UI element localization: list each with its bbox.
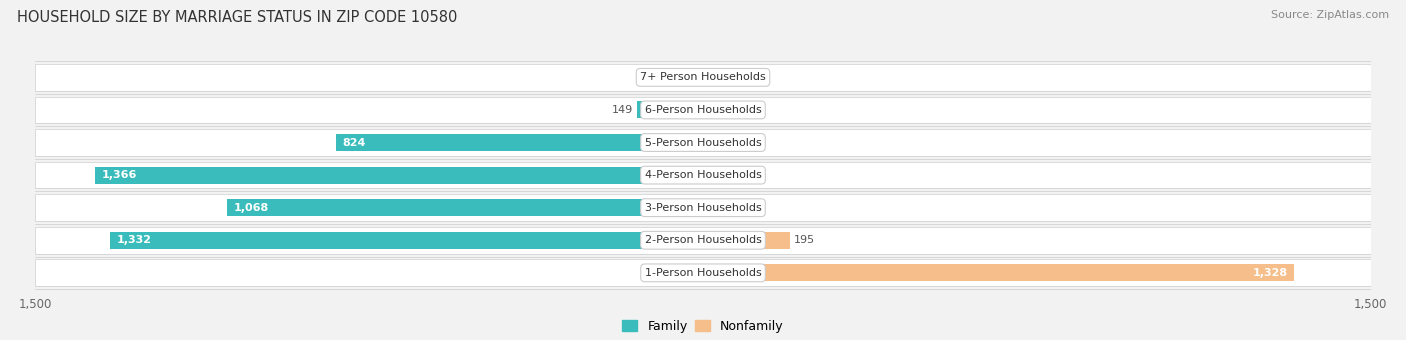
Text: 1,332: 1,332 (117, 235, 152, 245)
Text: 1,328: 1,328 (1253, 268, 1288, 278)
Bar (35, 259, 1371, 286)
Bar (703, 232, 790, 249)
Text: Source: ZipAtlas.com: Source: ZipAtlas.com (1271, 10, 1389, 20)
Text: 7+ Person Households: 7+ Person Households (640, 72, 766, 82)
Text: 0: 0 (707, 72, 714, 82)
Bar (35, 97, 1371, 123)
Text: 0: 0 (707, 105, 714, 115)
Bar (228, 199, 703, 216)
Text: 824: 824 (343, 137, 366, 148)
Bar (35, 129, 1371, 156)
Text: 2-Person Households: 2-Person Households (644, 235, 762, 245)
Bar (703, 265, 1295, 281)
Bar (695, 69, 703, 86)
Bar (703, 199, 706, 216)
Bar (35, 64, 1371, 91)
Bar (703, 134, 707, 151)
Bar (35, 194, 1371, 221)
Bar (35, 129, 1371, 156)
Bar (110, 232, 703, 249)
Text: 6-Person Households: 6-Person Households (644, 105, 762, 115)
Bar (35, 162, 1371, 188)
Text: 1,366: 1,366 (101, 170, 136, 180)
Text: 10: 10 (711, 137, 725, 148)
Bar (35, 227, 1371, 254)
Text: 4-Person Households: 4-Person Households (644, 170, 762, 180)
Bar (35, 194, 1371, 221)
Text: 1,068: 1,068 (235, 203, 270, 213)
Bar (35, 259, 1371, 286)
Bar (637, 101, 703, 118)
Bar (336, 134, 703, 151)
Text: 3-Person Households: 3-Person Households (644, 203, 762, 213)
Text: 18: 18 (678, 72, 692, 82)
Text: HOUSEHOLD SIZE BY MARRIAGE STATUS IN ZIP CODE 10580: HOUSEHOLD SIZE BY MARRIAGE STATUS IN ZIP… (17, 10, 457, 25)
Text: 5-Person Households: 5-Person Households (644, 137, 762, 148)
Text: 1-Person Households: 1-Person Households (644, 268, 762, 278)
Legend: Family, Nonfamily: Family, Nonfamily (617, 315, 789, 338)
Text: 7: 7 (710, 203, 717, 213)
Bar (94, 167, 703, 184)
Text: 0: 0 (707, 170, 714, 180)
Text: 149: 149 (612, 105, 633, 115)
Bar (35, 64, 1371, 91)
Text: 195: 195 (793, 235, 814, 245)
Bar (35, 227, 1371, 254)
Bar (35, 162, 1371, 188)
Bar (35, 97, 1371, 123)
